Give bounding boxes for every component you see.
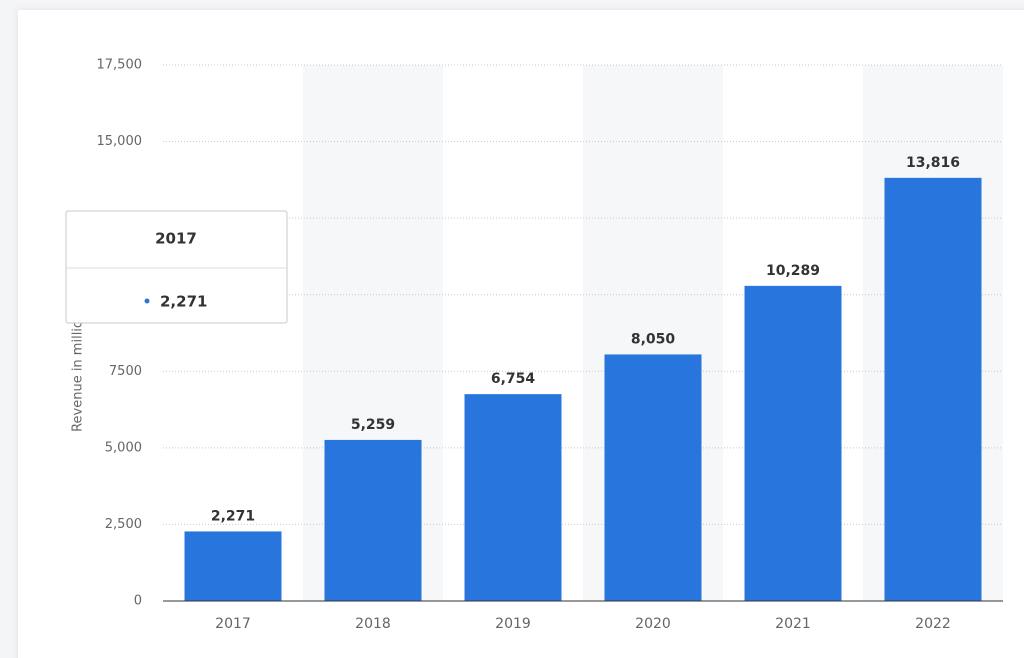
tooltip-dot <box>144 298 150 304</box>
bar <box>184 531 282 601</box>
y-tick-label: 5,000 <box>105 440 142 455</box>
bar <box>884 177 982 601</box>
tooltip: 2017 2,271 <box>65 210 288 324</box>
y-tick-label: 2,500 <box>105 517 142 532</box>
bar <box>604 354 702 601</box>
value-label: 5,259 <box>351 417 395 433</box>
x-tick-label: 2021 <box>775 616 811 632</box>
tooltip-title: 2017 <box>155 230 197 248</box>
y-tick-label: 7500 <box>109 364 142 379</box>
y-tick-label: 15,000 <box>97 134 143 149</box>
value-label: 13,816 <box>906 155 960 171</box>
tooltip-value: 2,271 <box>160 293 207 311</box>
tooltip-box <box>65 210 288 324</box>
value-label: 10,289 <box>766 263 820 279</box>
value-label: 2,271 <box>211 508 255 524</box>
bar <box>324 439 422 601</box>
x-tick-label: 2017 <box>215 616 251 632</box>
x-tick-label: 2018 <box>355 616 391 632</box>
value-label: 8,050 <box>631 331 676 347</box>
y-tick-label: 0 <box>134 594 142 609</box>
x-tick-label: 2022 <box>915 616 951 632</box>
x-tick-label: 2020 <box>635 616 671 632</box>
bar <box>744 285 842 601</box>
x-tick-label: 2019 <box>495 616 531 632</box>
value-label: 6,754 <box>491 371 536 387</box>
y-tick-label: 17,500 <box>97 58 143 73</box>
bar <box>464 394 562 601</box>
